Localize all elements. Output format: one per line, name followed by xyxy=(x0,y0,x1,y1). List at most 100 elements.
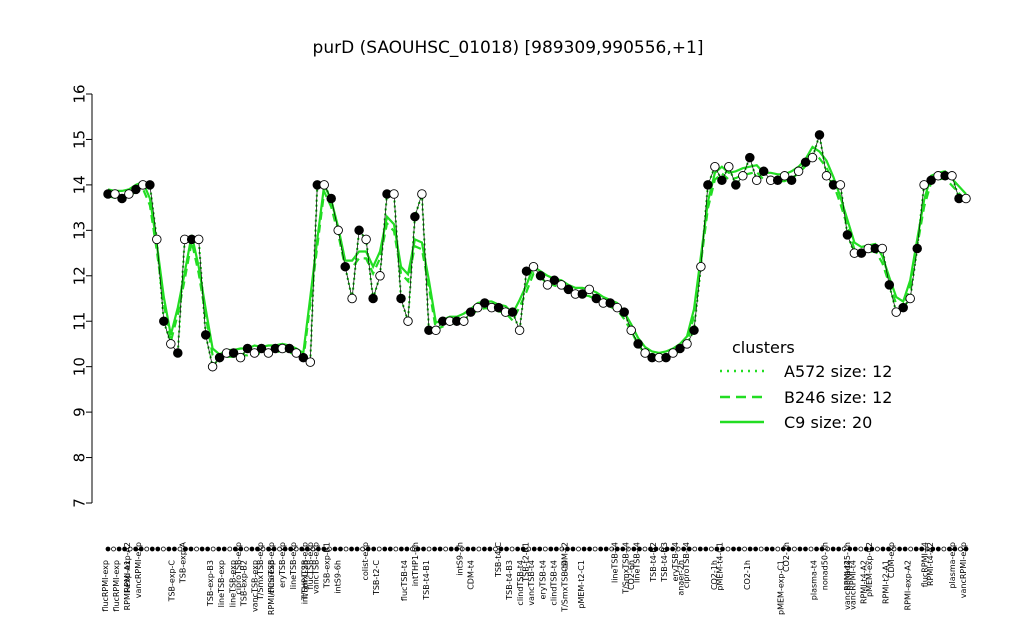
x-rug-mark xyxy=(459,546,465,552)
y-tick-label: 11 xyxy=(71,312,89,331)
data-point xyxy=(291,348,302,358)
x-rug-mark xyxy=(327,546,332,552)
x-rug-mark xyxy=(493,546,498,552)
x-rug-mark xyxy=(127,546,133,552)
x-rug-mark xyxy=(919,546,925,552)
data-point xyxy=(821,171,832,181)
x-tick-label: RPMI-t4-A2 xyxy=(926,542,935,586)
data-point xyxy=(549,275,560,286)
data-point xyxy=(926,175,936,186)
x-rug-mark xyxy=(692,546,698,552)
x-rug-mark xyxy=(498,546,504,552)
x-rug-mark xyxy=(271,546,277,552)
x-rug-mark xyxy=(697,546,703,552)
data-point xyxy=(493,302,504,313)
x-rug-mark xyxy=(531,546,537,552)
x-rug-mark xyxy=(398,546,404,552)
data-point xyxy=(619,307,629,317)
x-rug-mark xyxy=(830,546,836,552)
x-rug-mark xyxy=(288,546,294,552)
data-point xyxy=(710,161,720,172)
x-rug-mark xyxy=(825,546,831,552)
x-rug-mark xyxy=(886,546,891,552)
data-point xyxy=(584,284,595,295)
x-rug-mark xyxy=(166,546,172,552)
x-tick-label: nonad25-1h xyxy=(843,542,852,590)
data-point xyxy=(479,298,490,308)
x-tick-label: flucRPMI-t4 xyxy=(920,542,929,587)
x-rug-mark xyxy=(614,546,620,552)
x-rug-mark xyxy=(432,546,437,552)
data-point xyxy=(884,280,895,290)
x-rug-mark xyxy=(625,546,631,552)
data-point xyxy=(375,271,385,281)
x-rug-mark xyxy=(133,546,139,552)
x-rug-mark xyxy=(581,546,587,552)
x-rug-mark xyxy=(526,546,532,552)
data-point xyxy=(842,230,853,240)
data-point xyxy=(814,130,825,140)
x-tick-label: TSB-exp-A xyxy=(178,541,187,584)
data-point xyxy=(354,225,364,236)
x-rug-mark xyxy=(426,546,432,552)
x-rug-mark xyxy=(255,546,260,552)
x-tick-label: eryTSB-t4 xyxy=(538,560,547,600)
x-rug-mark xyxy=(238,546,244,552)
x-tick-label: pMEM-t4-C1 xyxy=(715,542,724,591)
data-point xyxy=(703,180,713,190)
x-tick-label: TSB-exp-C xyxy=(167,560,176,603)
x-rug-mark xyxy=(415,546,421,552)
x-tick-label: anaer-2h xyxy=(677,560,686,596)
x-rug-mark xyxy=(731,546,736,552)
legend-entry-b246: B246 size: 12 xyxy=(784,388,892,407)
x-rug-mark xyxy=(227,546,233,552)
x-rug-mark xyxy=(371,546,377,552)
data-points xyxy=(103,130,971,372)
x-rug-mark xyxy=(382,546,388,552)
x-tick-label: vancRPMI-t4 xyxy=(843,560,852,610)
data-point xyxy=(263,348,274,358)
x-rug-mark xyxy=(243,546,249,552)
x-rug-mark xyxy=(576,546,581,552)
series-b246-line xyxy=(107,152,967,363)
x-rug-mark xyxy=(930,546,936,552)
x-rug-mark xyxy=(720,546,725,552)
x-tick-label: vancTSB-exp xyxy=(311,542,320,594)
x-rug-mark xyxy=(122,546,128,552)
x-tick-label: RPMI/FCS-exp xyxy=(267,560,276,615)
data-point xyxy=(159,316,169,326)
data-point xyxy=(200,330,211,340)
x-rug-mark xyxy=(935,546,941,552)
x-axis-rug xyxy=(105,546,969,552)
data-point xyxy=(465,307,476,317)
x-rug-mark xyxy=(780,546,786,552)
data-point xyxy=(507,307,518,317)
legend: clusters A572 size: 12 B246 size: 12 C9 … xyxy=(720,338,892,432)
x-tick-label: plasma-t4 xyxy=(810,560,819,600)
x-tick-label: vancRPMI-t4 xyxy=(848,560,857,610)
x-rug-mark xyxy=(592,546,598,552)
x-rug-mark xyxy=(144,546,150,552)
data-point xyxy=(605,298,615,308)
x-tick-label: TSB-t4-B2 xyxy=(649,542,658,583)
x-rug-mark xyxy=(504,546,509,552)
data-point xyxy=(214,352,225,363)
x-rug-mark xyxy=(410,546,415,552)
data-point xyxy=(319,180,329,190)
x-rug-mark xyxy=(365,546,371,552)
data-point xyxy=(542,280,553,290)
data-point xyxy=(110,189,120,199)
x-rug-mark xyxy=(448,546,454,552)
x-rug-mark xyxy=(553,546,559,552)
x-rug-mark xyxy=(520,546,526,552)
x-tick-label: intS9-6h xyxy=(333,560,342,594)
x-rug-mark xyxy=(786,546,792,552)
x-rug-mark xyxy=(205,546,211,552)
x-rug-mark xyxy=(880,546,886,552)
x-tick-label: RPMI-exp-A2 xyxy=(904,560,913,610)
data-point xyxy=(591,293,602,304)
x-tick-label: TSB-exp-B3 xyxy=(206,560,215,607)
x-tick-label: vancRPMI-exp xyxy=(959,542,968,598)
x-rug-mark xyxy=(803,546,808,552)
